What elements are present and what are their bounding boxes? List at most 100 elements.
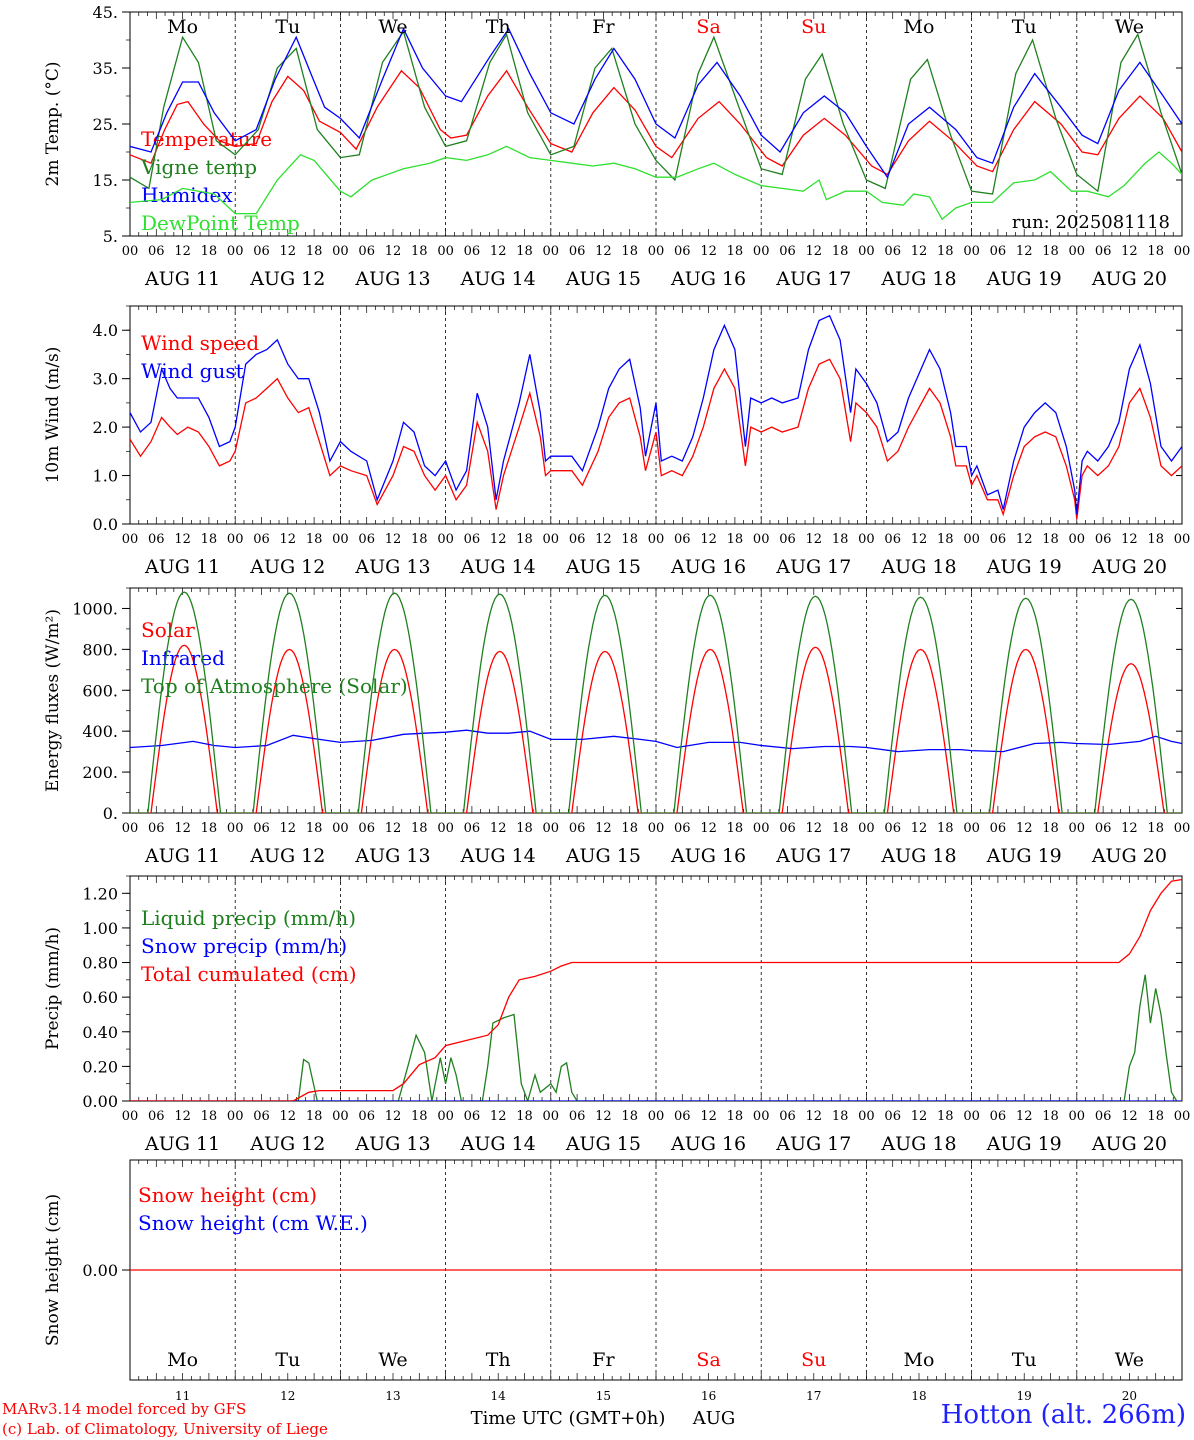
x-date-label: AUG 13: [354, 1133, 430, 1155]
x-axis-label: Time UTC (GMT+0h): [471, 1408, 666, 1429]
x-hour-label: 18: [937, 244, 954, 259]
x-hour-label: 06: [148, 244, 165, 259]
x-hour-label: 12: [911, 821, 928, 836]
x-hour-label: 00: [963, 532, 980, 547]
y-tick-label: 0.80: [82, 954, 118, 973]
x-hour-label: 12: [1121, 244, 1138, 259]
x-hour-label: 00: [858, 532, 875, 547]
x-hour-label: 12: [700, 1109, 717, 1124]
y-tick-label: 2.0: [93, 418, 118, 437]
x-hour-label: 00: [648, 1109, 665, 1124]
x-hour-label: 06: [569, 532, 586, 547]
x-hour-label: 12: [174, 532, 191, 547]
series-line-temperature: [130, 69, 1182, 176]
y-tick-label: 5.: [103, 227, 118, 246]
y-tick-label: 4.0: [93, 321, 118, 340]
x-hour-label: 18: [516, 1109, 533, 1124]
x-hour-label: 00: [437, 244, 454, 259]
x-hour-label: 06: [990, 821, 1007, 836]
x-hour-label: 06: [464, 1109, 481, 1124]
x-hour-label: 06: [779, 1109, 796, 1124]
x-hour-label: 12: [595, 821, 612, 836]
x-hour-label: 12: [385, 532, 402, 547]
x-hour-label: 06: [674, 532, 691, 547]
x-hour-label: 06: [464, 821, 481, 836]
x-hour-label: 12: [700, 532, 717, 547]
x-hour-label: 00: [332, 244, 349, 259]
x-date-label: AUG 12: [249, 1133, 325, 1155]
x-hour-label: 00: [1069, 244, 1086, 259]
x-hour-label: 06: [569, 1109, 586, 1124]
weekday-label: Su: [801, 1349, 826, 1371]
x-date-label: AUG 15: [565, 845, 641, 867]
day-number-label: 16: [701, 1389, 716, 1403]
x-hour-label: 18: [621, 532, 638, 547]
weekday-label: Fr: [592, 1349, 615, 1371]
x-hour-label: 18: [1042, 532, 1059, 547]
y-tick-label: 25.: [93, 115, 118, 134]
x-hour-label: 06: [674, 244, 691, 259]
legend-entry: Total cumulated (cm): [141, 962, 357, 986]
y-tick-label: 35.: [93, 59, 118, 78]
x-date-label: AUG 20: [1091, 268, 1167, 290]
x-hour-label: 00: [543, 1109, 560, 1124]
weekday-label: Th: [486, 1349, 511, 1371]
weekday-label: We: [378, 16, 407, 38]
x-date-label: AUG 12: [249, 556, 325, 578]
x-date-label: AUG 12: [249, 268, 325, 290]
weekday-label: Mo: [167, 16, 198, 38]
weekday-label: Mo: [904, 1349, 935, 1371]
x-hour-label: 00: [543, 821, 560, 836]
x-hour-label: 12: [280, 532, 297, 547]
x-date-label: AUG 17: [775, 268, 851, 290]
series-line-wind-speed: [130, 358, 1182, 520]
x-date-label: AUG 16: [670, 1133, 746, 1155]
x-date-label: AUG 17: [775, 845, 851, 867]
y-tick-label: 1.0: [93, 467, 118, 486]
x-hour-label: 12: [806, 1109, 823, 1124]
x-hour-label: 06: [148, 532, 165, 547]
x-hour-label: 00: [227, 821, 244, 836]
x-hour-label: 06: [253, 532, 270, 547]
x-date-label: AUG 18: [880, 268, 956, 290]
x-hour-label: 00: [543, 532, 560, 547]
lab-credit: (c) Lab. of Climatology, University of L…: [2, 1420, 328, 1438]
x-hour-label: 12: [385, 1109, 402, 1124]
x-hour-label: 00: [858, 244, 875, 259]
x-hour-label: 00: [1174, 1109, 1191, 1124]
legend-entry: Snow height (cm W.E.): [138, 1211, 368, 1235]
x-date-label: AUG 11: [144, 556, 220, 578]
x-date-label: AUG 12: [249, 845, 325, 867]
x-hour-label: 12: [700, 821, 717, 836]
x-hour-label: 12: [806, 532, 823, 547]
weekday-label: We: [1115, 1349, 1144, 1371]
x-hour-label: 18: [1147, 821, 1164, 836]
x-hour-label: 00: [753, 1109, 770, 1124]
x-hour-label: 06: [358, 1109, 375, 1124]
legend-entry: DewPoint Temp: [141, 211, 300, 235]
y-tick-label: 0.60: [82, 988, 118, 1007]
series-line-total-cumulated-cm-: [130, 878, 1182, 1101]
x-hour-label: 18: [201, 532, 218, 547]
x-date-label: AUG 13: [354, 556, 430, 578]
x-hour-label: 18: [411, 1109, 428, 1124]
x-hour-label: 18: [411, 821, 428, 836]
x-date-label: AUG 19: [986, 556, 1062, 578]
series-line-liquid-precip-mm-h-: [130, 974, 1178, 1101]
x-hour-label: 06: [990, 1109, 1007, 1124]
x-hour-label: 00: [753, 244, 770, 259]
series-line-solar: [130, 644, 1182, 813]
x-hour-label: 12: [174, 1109, 191, 1124]
x-hour-label: 00: [1069, 532, 1086, 547]
series-line-humidex: [130, 27, 1182, 179]
legend-entry: Wind gust: [141, 359, 244, 383]
x-hour-label: 18: [621, 821, 638, 836]
weekday-label: We: [378, 1349, 407, 1371]
weekday-label: Tu: [1012, 16, 1037, 38]
month-label: AUG: [692, 1408, 736, 1429]
series-line-dewpoint-temp: [130, 145, 1182, 221]
x-hour-label: 12: [595, 1109, 612, 1124]
x-hour-label: 12: [385, 244, 402, 259]
x-hour-label: 18: [832, 1109, 849, 1124]
